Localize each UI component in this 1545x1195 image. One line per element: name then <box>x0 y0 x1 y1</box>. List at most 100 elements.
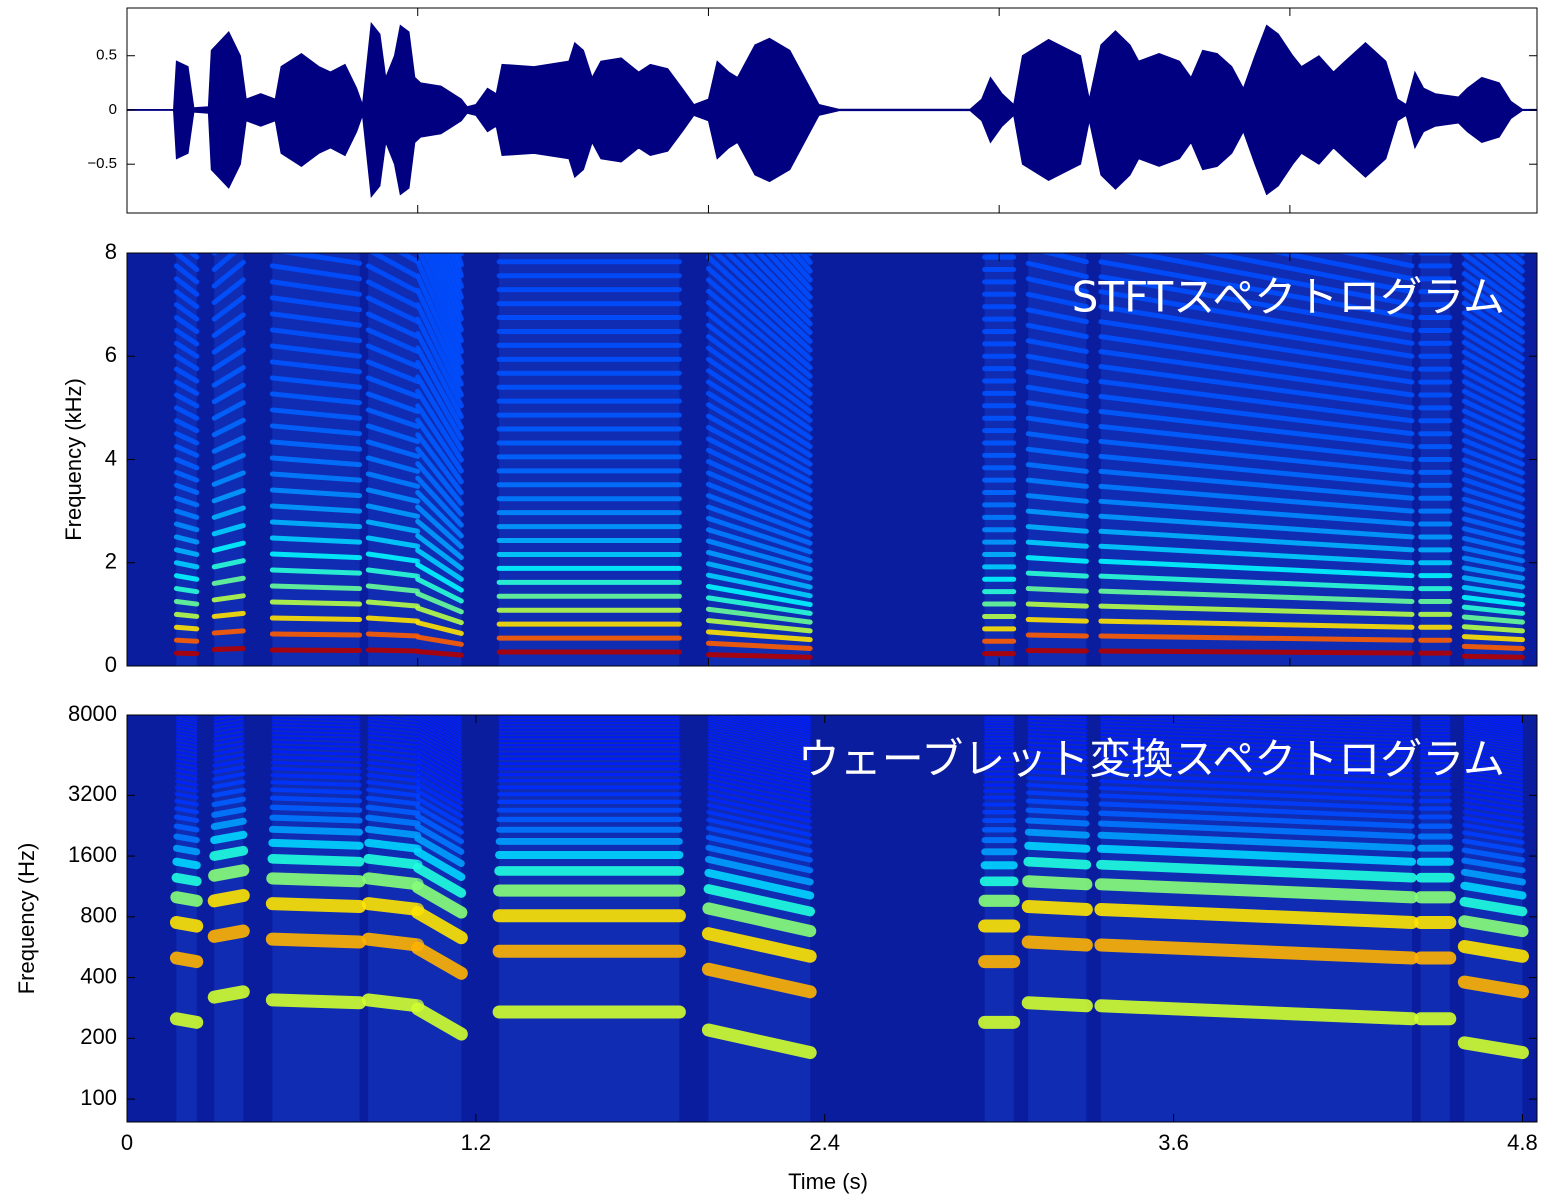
harmonic <box>1470 715 1524 724</box>
harmonic <box>1336 253 1415 269</box>
harmonic <box>765 253 813 300</box>
harmonic <box>1098 304 1415 359</box>
harmonic <box>1025 307 1089 325</box>
harmonic <box>173 833 200 844</box>
harmonic <box>1326 715 1413 719</box>
harmonic <box>1098 785 1414 803</box>
harmonic <box>1098 543 1415 566</box>
harmonic <box>210 830 248 845</box>
harmonic <box>705 300 813 388</box>
harmonic <box>1025 353 1089 370</box>
harmonic <box>394 715 419 718</box>
harmonic <box>175 764 199 771</box>
voiced-wash <box>984 253 1014 666</box>
harmonic <box>269 599 363 607</box>
harmonic <box>1099 766 1414 784</box>
harmonic <box>706 796 812 823</box>
harmonic <box>705 538 813 572</box>
harmonic <box>1025 555 1089 564</box>
harmonic <box>269 519 363 530</box>
harmonic <box>1026 753 1088 759</box>
harmonic <box>1025 798 1089 807</box>
harmonic <box>1024 841 1091 853</box>
harmonic <box>211 505 246 520</box>
harmonic <box>211 382 246 405</box>
harmonic <box>367 727 419 736</box>
y-tick-label: 0 <box>105 652 117 677</box>
harmonic <box>1461 643 1525 651</box>
harmonic <box>705 345 813 423</box>
harmonic <box>266 872 366 888</box>
harmonic <box>1098 334 1415 385</box>
harmonic <box>446 715 463 724</box>
harmonic <box>271 716 361 722</box>
harmonic <box>365 423 421 444</box>
harmonic <box>1463 756 1524 768</box>
harmonic <box>415 475 464 528</box>
harmonic <box>1461 477 1525 502</box>
harmonic <box>212 758 246 768</box>
harmonic <box>1463 725 1524 737</box>
harmonic <box>366 773 420 783</box>
harmonic <box>365 375 421 400</box>
harmonic <box>270 760 362 768</box>
harmonic <box>1461 408 1525 441</box>
harmonic <box>1462 793 1524 806</box>
voiced-wash <box>499 253 680 666</box>
harmonic <box>416 749 463 778</box>
harmonic <box>705 606 813 625</box>
harmonic <box>1025 539 1089 549</box>
harmonic <box>416 719 463 747</box>
harmonic <box>173 340 200 359</box>
harmonic <box>397 253 421 265</box>
harmonic <box>361 932 425 952</box>
harmonic <box>1463 753 1524 765</box>
harmonic <box>1026 763 1088 771</box>
harmonic <box>1025 648 1089 654</box>
y-axis-label: Frequency (Hz) <box>14 843 39 995</box>
harmonic <box>269 359 363 375</box>
harmonic <box>707 722 811 747</box>
harmonic <box>212 742 245 751</box>
harmonic <box>1463 735 1524 747</box>
harmonic <box>1025 369 1089 385</box>
harmonic <box>1021 900 1093 916</box>
harmonic <box>706 803 813 830</box>
harmonic <box>1025 276 1089 295</box>
harmonic <box>269 583 363 592</box>
harmonic <box>1097 831 1416 852</box>
harmonic <box>705 515 813 555</box>
harmonic <box>174 785 199 793</box>
harmonic <box>1099 751 1414 767</box>
harmonic <box>366 750 420 759</box>
harmonic <box>423 715 463 737</box>
harmonic <box>1461 349 1525 388</box>
harmonic <box>207 924 250 943</box>
harmonic <box>1025 807 1090 816</box>
harmonic <box>415 634 464 647</box>
harmonic <box>173 276 200 297</box>
harmonic <box>366 787 420 798</box>
harmonic <box>1025 446 1089 459</box>
harmonic <box>1461 467 1525 493</box>
harmonic <box>1027 719 1088 725</box>
harmonic <box>1463 759 1524 772</box>
harmonic <box>169 915 204 933</box>
harmonic <box>173 315 200 334</box>
harmonic <box>364 825 422 839</box>
harmonic <box>1461 369 1525 406</box>
harmonic <box>724 253 813 336</box>
harmonic <box>1026 748 1088 754</box>
x-tick-label: 3.6 <box>1158 1130 1189 1155</box>
harmonic <box>1461 339 1525 379</box>
harmonic <box>415 345 464 430</box>
harmonic <box>1463 749 1524 762</box>
harmonic <box>1098 810 1415 829</box>
harmonic <box>1025 322 1089 340</box>
harmonic <box>211 452 246 471</box>
harmonic <box>1099 729 1414 745</box>
harmonic <box>269 327 363 344</box>
harmonic <box>459 715 463 716</box>
harmonic <box>269 343 363 359</box>
harmonic <box>1094 878 1419 904</box>
